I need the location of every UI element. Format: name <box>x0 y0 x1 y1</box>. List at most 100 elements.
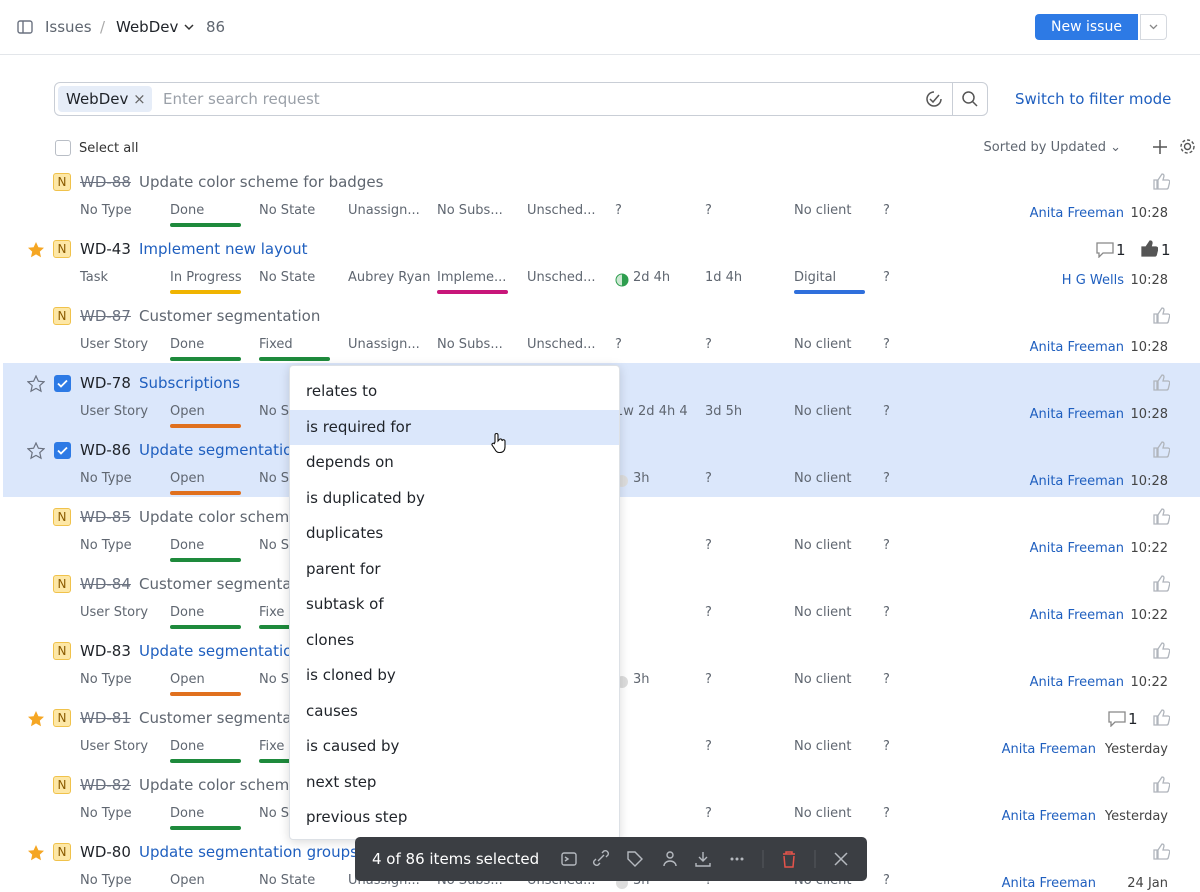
issue-field[interactable]: No Subs... <box>437 337 503 352</box>
like-button[interactable] <box>1152 641 1171 663</box>
issue-field[interactable]: ? <box>883 337 890 352</box>
issue-summary[interactable]: Customer segmenta <box>139 575 292 593</box>
like-button[interactable] <box>1152 440 1171 462</box>
issue-id[interactable]: WD-87 <box>80 307 131 325</box>
issue-id[interactable]: WD-82 <box>80 776 131 794</box>
issue-field[interactable]: ? <box>883 605 890 620</box>
issue-field[interactable]: No client <box>794 739 852 754</box>
issue-field[interactable]: ? <box>883 404 890 419</box>
issue-field[interactable]: Fixe <box>259 739 285 754</box>
menu-item[interactable]: next step <box>306 772 377 791</box>
issue-field[interactable]: No S <box>259 471 290 486</box>
select-all-checkbox[interactable] <box>55 140 71 156</box>
issue-summary[interactable]: Customer segmenta <box>139 709 292 727</box>
issue-field[interactable]: ? <box>705 471 712 486</box>
issue-field[interactable]: User Story <box>80 605 149 620</box>
settings-button[interactable] <box>1179 138 1196 155</box>
issue-id[interactable]: WD-83 <box>80 642 131 660</box>
search-tag[interactable]: WebDev × <box>58 86 152 112</box>
like-button[interactable] <box>1140 239 1159 261</box>
issue-field[interactable]: Fixe <box>259 605 285 620</box>
menu-item[interactable]: parent for <box>306 559 381 578</box>
issue-field[interactable]: No S <box>259 538 290 553</box>
issue-field[interactable]: ? <box>615 337 622 352</box>
issue-field[interactable]: No client <box>794 605 852 620</box>
issue-field[interactable]: 2d 4h <box>633 270 671 285</box>
issue-field[interactable]: User Story <box>80 337 149 352</box>
issue-field[interactable]: Aubrey Ryan <box>348 270 431 285</box>
issue-field[interactable]: ? <box>883 873 890 888</box>
issue-field[interactable]: ? <box>705 806 712 821</box>
issue-field[interactable]: No client <box>794 806 852 821</box>
issue-field[interactable]: ? <box>705 203 712 218</box>
sidebar-toggle[interactable] <box>17 20 33 34</box>
issue-field[interactable]: Done <box>170 739 205 754</box>
star[interactable] <box>26 374 46 397</box>
issue-field[interactable]: Digital <box>794 270 837 285</box>
assignee[interactable]: Anita Freeman <box>1001 742 1096 757</box>
issue-field[interactable]: 3h <box>633 471 650 486</box>
menu-item[interactable]: is caused by <box>306 737 400 755</box>
query-assist[interactable] <box>925 90 943 108</box>
issue-field[interactable]: ? <box>705 605 712 620</box>
issue-field[interactable]: Done <box>170 538 205 553</box>
issue-field[interactable]: ? <box>883 739 890 754</box>
issue-field[interactable]: Impleme... <box>437 270 507 285</box>
like-button[interactable] <box>1152 708 1171 730</box>
menu-item[interactable]: is duplicated by <box>306 488 425 507</box>
issue-field[interactable]: No State <box>259 203 316 218</box>
issue-field[interactable]: Done <box>170 605 205 620</box>
assignee[interactable]: Anita Freeman <box>1029 340 1124 355</box>
tag-remove[interactable]: × <box>133 90 146 108</box>
issue-field[interactable]: Unsched... <box>527 270 596 285</box>
issue-summary[interactable]: Update segmentatio <box>139 642 293 660</box>
issue-summary[interactable]: Subscriptions <box>139 374 241 392</box>
issue-field[interactable]: No client <box>794 471 852 486</box>
assignee[interactable]: Anita Freeman <box>1029 608 1124 623</box>
issue-field[interactable]: ? <box>705 672 712 687</box>
issue-id[interactable]: WD-81 <box>80 709 131 727</box>
like-button[interactable] <box>1152 775 1171 797</box>
issue-field[interactable]: ? <box>705 739 712 754</box>
issue-field[interactable]: In Progress <box>170 270 242 285</box>
issue-field[interactable]: Done <box>170 203 205 218</box>
new-issue-button[interactable]: New issue <box>1035 14 1138 40</box>
like-button[interactable] <box>1152 842 1171 864</box>
checkbox[interactable] <box>54 375 71 396</box>
issue-field[interactable]: No client <box>794 203 852 218</box>
issue-field[interactable]: No client <box>794 672 852 687</box>
issue-field[interactable]: No Type <box>80 538 132 553</box>
issue-field[interactable]: ? <box>883 270 890 285</box>
issue-field[interactable]: Open <box>170 672 205 687</box>
add-button[interactable] <box>1152 139 1168 155</box>
issue-field[interactable]: No Subs... <box>437 203 503 218</box>
issue-field[interactable]: No S <box>259 672 290 687</box>
issue-field[interactable]: Unassign... <box>348 203 420 218</box>
issue-id[interactable]: WD-88 <box>80 173 131 191</box>
search-icon[interactable] <box>961 90 979 108</box>
issue-field[interactable]: No client <box>794 538 852 553</box>
issue-field[interactable]: No Type <box>80 806 132 821</box>
menu-item[interactable]: clones <box>306 630 355 649</box>
assignee[interactable]: Anita Freeman <box>1029 541 1124 556</box>
issue-field[interactable]: Unassign... <box>348 337 420 352</box>
like-button[interactable] <box>1152 507 1171 529</box>
issue-field[interactable]: Done <box>170 337 205 352</box>
menu-item[interactable]: causes <box>306 701 358 720</box>
new-issue-dropdown[interactable] <box>1140 14 1167 40</box>
menu-item[interactable]: previous step <box>306 808 408 826</box>
issue-field[interactable]: ? <box>883 471 890 486</box>
menu-item[interactable]: relates to <box>306 382 378 400</box>
issue-field[interactable]: No State <box>259 873 316 888</box>
sort-menu[interactable]: Sorted by Updated ⌄ <box>983 140 1121 155</box>
issue-field[interactable]: No client <box>794 337 852 352</box>
switch-filter-mode[interactable]: Switch to filter mode <box>1015 90 1172 108</box>
like-button[interactable] <box>1152 574 1171 596</box>
issue-summary[interactable]: Update color schem <box>139 776 290 794</box>
issue-field[interactable]: Done <box>170 806 205 821</box>
assignee[interactable]: Anita Freeman <box>1029 474 1124 489</box>
like-button[interactable] <box>1152 373 1171 395</box>
issue-id[interactable]: WD-85 <box>80 508 131 526</box>
issue-summary[interactable]: Customer segmentation <box>139 307 321 325</box>
issue-id[interactable]: WD-86 <box>80 441 131 459</box>
